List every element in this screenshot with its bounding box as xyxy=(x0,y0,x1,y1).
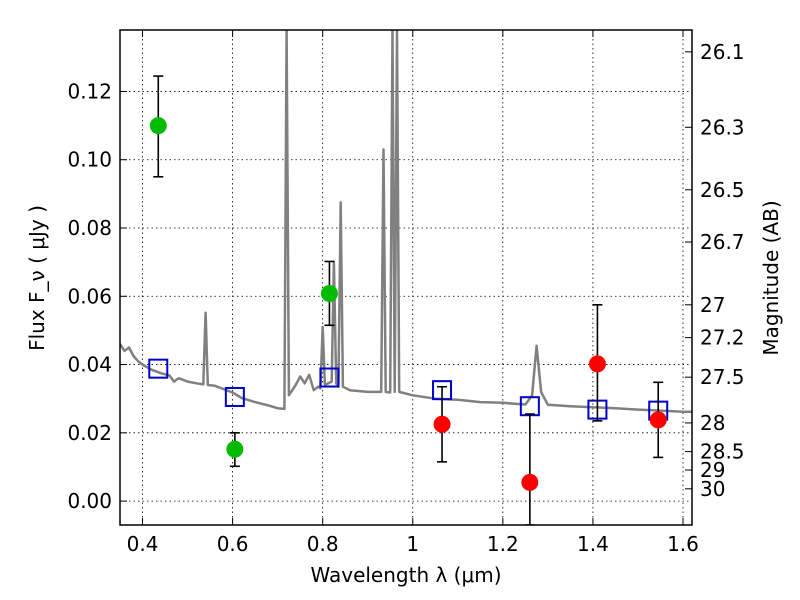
right-tick-label: 26.7 xyxy=(700,230,745,254)
y-tick-label: 0.00 xyxy=(67,489,112,513)
sed-model xyxy=(120,30,692,413)
right-tick-label: 26.3 xyxy=(700,115,745,139)
model-square-marker xyxy=(319,367,340,388)
sed-model-line xyxy=(120,30,692,413)
right-tick-label: 30 xyxy=(700,477,725,501)
y-tick-label: 0.08 xyxy=(67,216,112,240)
data-point xyxy=(226,440,244,458)
right-tick-label: 27 xyxy=(700,293,725,317)
data-point xyxy=(433,415,451,433)
grid-lines xyxy=(120,30,692,525)
y-tick-label: 0.04 xyxy=(67,353,112,377)
right-tick-label: 28 xyxy=(700,411,725,435)
x-tick-label: 1.6 xyxy=(667,532,699,556)
photometry-markers xyxy=(148,75,669,525)
x-tick-label: 0.8 xyxy=(307,532,339,556)
x-tick-label: 1 xyxy=(406,532,419,556)
y-tick-label: 0.06 xyxy=(67,284,112,308)
axis-ticks: 0.4 0.6 0.8 1 1.2 1.4 1.6 0.00 0.02 0.04 0.06 0.08 0… xyxy=(67,30,745,556)
x-tick-label: 1.2 xyxy=(487,532,519,556)
right-tick-label: 26.5 xyxy=(700,178,745,202)
right-axis-label: Magnitude (AB) xyxy=(759,200,783,355)
data-point xyxy=(149,117,167,135)
plot-frame xyxy=(119,29,693,526)
right-tick-label: 28.5 xyxy=(700,440,745,464)
x-tick-label: 1.4 xyxy=(577,532,609,556)
model-square-marker xyxy=(148,358,169,379)
data-point xyxy=(588,355,606,373)
x-tick-label: 0.6 xyxy=(217,532,249,556)
right-tick-label: 27.2 xyxy=(700,326,745,350)
model-square-marker xyxy=(224,386,245,407)
right-tick-label: 26.1 xyxy=(700,40,745,64)
right-tick-label: 29 xyxy=(700,458,725,482)
data-point xyxy=(649,411,667,429)
x-tick-label: 0.4 xyxy=(127,532,159,556)
x-axis-label: Wavelength λ (μm) xyxy=(310,563,501,587)
y-tick-label: 0.12 xyxy=(67,79,112,103)
y-axis-label: Flux F_ν ( μJy ) xyxy=(25,205,49,351)
data-point xyxy=(521,473,539,491)
y-tick-label: 0.02 xyxy=(67,421,112,445)
y-tick-label: 0.10 xyxy=(67,148,112,172)
data-point xyxy=(320,285,338,303)
right-tick-label: 27.5 xyxy=(700,365,745,389)
